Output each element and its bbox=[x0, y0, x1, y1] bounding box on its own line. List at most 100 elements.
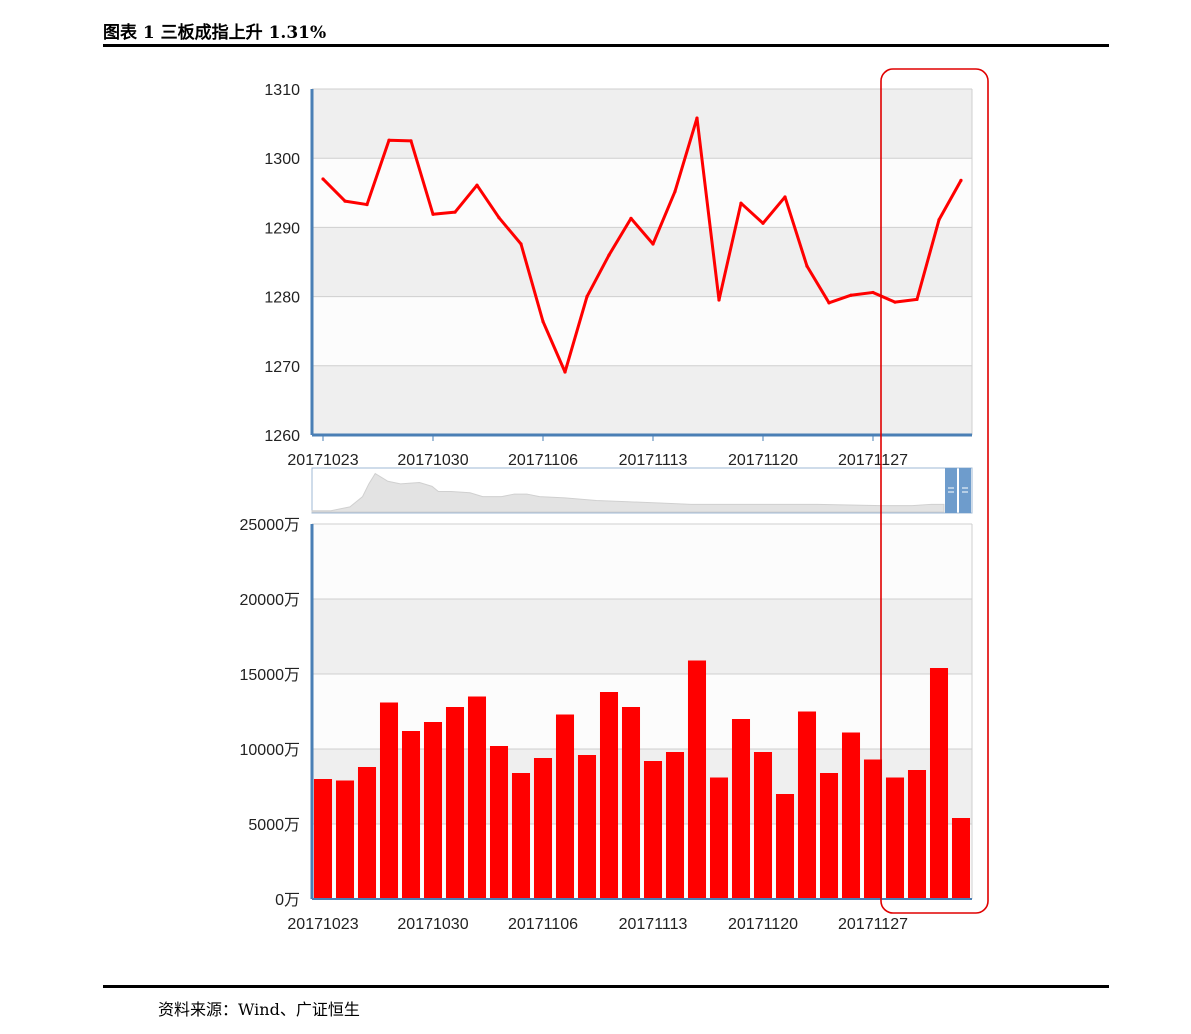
x-tick-label: 20171023 bbox=[287, 916, 358, 933]
volume-bar bbox=[423, 722, 443, 899]
volume-bar bbox=[643, 761, 663, 899]
y-tick-label: 10000万 bbox=[240, 742, 301, 759]
line-point bbox=[673, 189, 677, 194]
line-point bbox=[651, 242, 655, 246]
plot-band bbox=[312, 365, 972, 435]
volume-bar bbox=[555, 714, 575, 899]
source-note: 资料来源：Wind、广证恒生 bbox=[158, 1000, 360, 1019]
volume-bar bbox=[687, 660, 707, 899]
line-point bbox=[959, 178, 963, 182]
line-point bbox=[805, 264, 809, 268]
y-tick-label: 25000万 bbox=[240, 517, 301, 534]
line-point bbox=[365, 202, 369, 207]
volume-bar bbox=[929, 668, 949, 899]
y-tick-label: 1300 bbox=[264, 151, 300, 168]
y-tick-label: 1290 bbox=[264, 220, 300, 237]
plot-band bbox=[312, 674, 972, 749]
navigator-series-area bbox=[311, 472, 945, 513]
line-point bbox=[761, 221, 765, 225]
navigator-handle-right bbox=[959, 468, 971, 513]
volume-bar bbox=[511, 773, 531, 899]
line-point bbox=[563, 370, 567, 374]
plot-band bbox=[312, 89, 972, 159]
line-point bbox=[453, 210, 457, 214]
x-tick-label: 20171030 bbox=[397, 452, 468, 469]
x-tick-label: 20171113 bbox=[619, 452, 688, 469]
volume-bar bbox=[753, 752, 773, 899]
x-tick-label: 20171106 bbox=[508, 916, 578, 933]
volume-bar bbox=[313, 779, 333, 899]
series-line bbox=[321, 116, 963, 374]
line-point bbox=[915, 297, 919, 301]
line-point bbox=[343, 199, 347, 203]
line-point bbox=[541, 319, 545, 324]
x-tick-label: 20171120 bbox=[728, 916, 798, 933]
volume-bar bbox=[379, 702, 399, 899]
volume-bar bbox=[841, 732, 861, 899]
highlight-box bbox=[880, 68, 989, 914]
plot-band bbox=[312, 524, 972, 599]
chart-title: 图表 1 三板成指上升 1.31% bbox=[103, 23, 327, 43]
x-tick-label: 20171113 bbox=[619, 916, 688, 933]
volume-bar bbox=[599, 692, 619, 899]
x-tick-label: 20171023 bbox=[287, 452, 358, 469]
volume-bar bbox=[819, 773, 839, 899]
plot-band bbox=[312, 158, 972, 228]
volume-bar bbox=[709, 777, 729, 899]
y-tick-label: 1310 bbox=[264, 82, 300, 99]
line-point bbox=[717, 298, 721, 302]
x-tick-label: 20171127 bbox=[838, 916, 908, 933]
plot-band bbox=[312, 296, 972, 366]
line-point bbox=[893, 300, 897, 304]
line-point bbox=[629, 216, 633, 221]
volume-bar bbox=[533, 758, 553, 899]
line-point bbox=[937, 218, 941, 222]
line-point bbox=[321, 177, 325, 181]
line-point bbox=[497, 216, 501, 220]
x-tick-label: 20171030 bbox=[397, 916, 468, 933]
navigator-handle-left bbox=[945, 468, 957, 513]
x-tick-label: 20171106 bbox=[508, 452, 578, 469]
plot-band bbox=[312, 227, 972, 297]
y-tick-label: 1270 bbox=[264, 359, 300, 376]
volume-bar bbox=[907, 770, 927, 899]
volume-bar bbox=[489, 746, 509, 899]
line-point bbox=[695, 116, 699, 120]
line-point bbox=[409, 139, 413, 143]
volume-bar bbox=[665, 752, 685, 899]
plot-band bbox=[312, 599, 972, 674]
volume-bar bbox=[401, 731, 421, 899]
line-point bbox=[431, 212, 435, 216]
plot-band bbox=[312, 824, 972, 899]
volume-bar bbox=[797, 711, 817, 899]
footer-divider bbox=[103, 985, 1109, 988]
volume-bar bbox=[467, 696, 487, 899]
volume-bar bbox=[621, 707, 641, 899]
line-point bbox=[871, 290, 875, 295]
volume-bar bbox=[951, 818, 971, 899]
line-point bbox=[475, 183, 479, 187]
volume-bar bbox=[863, 759, 883, 899]
volume-bar bbox=[357, 767, 377, 899]
line-point bbox=[827, 301, 831, 305]
volume-bar bbox=[885, 777, 905, 899]
volume-bar bbox=[577, 755, 597, 899]
x-tick-label: 20171120 bbox=[728, 452, 798, 469]
line-point bbox=[519, 242, 523, 246]
volume-bar bbox=[335, 780, 355, 899]
line-point bbox=[607, 253, 611, 257]
plot-band bbox=[312, 749, 972, 824]
y-tick-label: 15000万 bbox=[240, 667, 301, 684]
x-tick-label: 20171127 bbox=[838, 452, 908, 469]
line-point bbox=[585, 295, 589, 299]
volume-bar bbox=[775, 794, 795, 899]
y-tick-label: 20000万 bbox=[240, 592, 301, 609]
line-point bbox=[739, 201, 743, 205]
volume-bar bbox=[445, 707, 465, 899]
line-point bbox=[783, 195, 787, 199]
volume-bar bbox=[731, 719, 751, 899]
line-point bbox=[849, 293, 853, 297]
line-point bbox=[387, 138, 391, 142]
title-divider bbox=[103, 44, 1109, 47]
